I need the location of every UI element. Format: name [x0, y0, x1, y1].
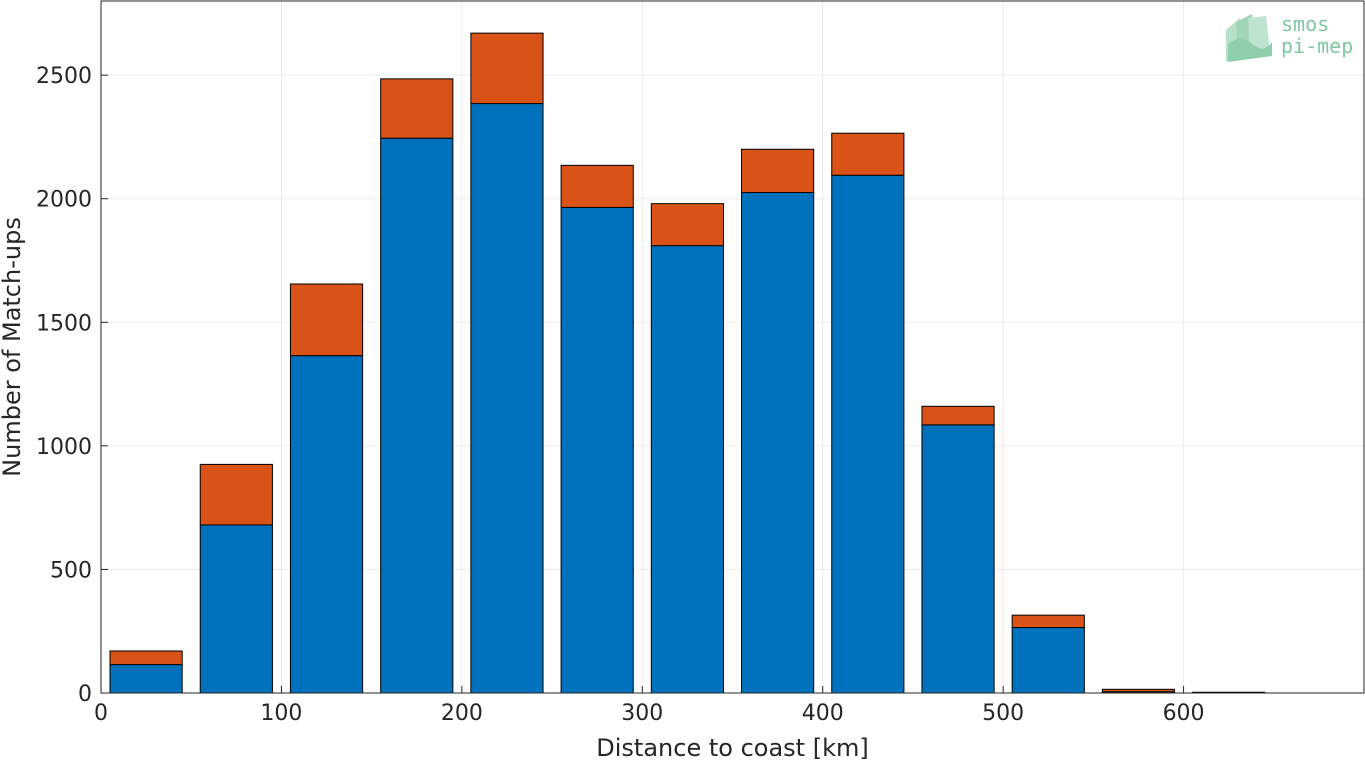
- bar-series2-bin-1: [199, 463, 273, 526]
- bar-series1-bin-9: [921, 424, 995, 694]
- x-tick-label: 100: [260, 701, 302, 726]
- bar-series2-bin-8: [831, 132, 905, 176]
- x-tick-label: 200: [441, 701, 483, 726]
- x-tick-label: 300: [621, 701, 663, 726]
- bar-series2-bin-4: [470, 32, 544, 105]
- y-tick-label: 0: [78, 682, 92, 707]
- x-tick-label: 600: [1163, 701, 1205, 726]
- bar-series1-bin-7: [741, 192, 815, 694]
- y-axis-label: Number of Match-ups: [0, 217, 26, 477]
- bar-series1-bin-10: [1011, 627, 1085, 694]
- bar-series2-bin-3: [380, 78, 454, 139]
- bar-series2-bin-2: [289, 283, 364, 357]
- bar-series1-bin-8: [831, 174, 905, 694]
- y-tick-label: 500: [50, 558, 92, 583]
- bar-series1-bin-3: [380, 137, 454, 694]
- bar-series1-bin-4: [470, 103, 544, 694]
- bar-series1-bin-5: [560, 206, 634, 694]
- bar-series2-bin-9: [921, 405, 995, 426]
- bar-series1-bin-2: [289, 355, 364, 694]
- x-tick-label: 400: [802, 701, 844, 726]
- bar-series: [109, 32, 1266, 694]
- x-tick-label: 0: [94, 701, 108, 726]
- axis-ticks: 0 100 200 300 400 500 600 0 500 1000 1500 2000 2500: [36, 64, 1205, 726]
- bar-series1-bin-0: [109, 664, 183, 694]
- bar-series1-bin-1: [199, 524, 273, 694]
- axes-frame: [100, 0, 1365, 694]
- x-tick-label: 500: [982, 701, 1024, 726]
- bar-series2-bin-0: [109, 650, 183, 666]
- smos-pimep-logo: smos pi-mep: [1226, 12, 1353, 62]
- bar-series2-bin-5: [560, 164, 634, 208]
- logo-wave-icon: [1226, 14, 1272, 62]
- bar-series2-bin-7: [741, 148, 815, 194]
- bar-series2-bin-6: [650, 203, 724, 247]
- logo-text-smos: smos: [1281, 12, 1329, 36]
- logo-text-pimep: pi-mep: [1281, 34, 1353, 58]
- x-axis-label: Distance to coast [km]: [596, 734, 868, 761]
- y-tick-label: 1000: [36, 435, 92, 460]
- bar-series2-bin-11: [1101, 688, 1176, 693]
- bar-series1-bin-6: [650, 245, 724, 694]
- bar-series2-bin-10: [1011, 614, 1085, 629]
- y-tick-label: 1500: [36, 311, 92, 336]
- y-tick-label: 2000: [36, 188, 92, 213]
- y-tick-label: 2500: [36, 64, 92, 89]
